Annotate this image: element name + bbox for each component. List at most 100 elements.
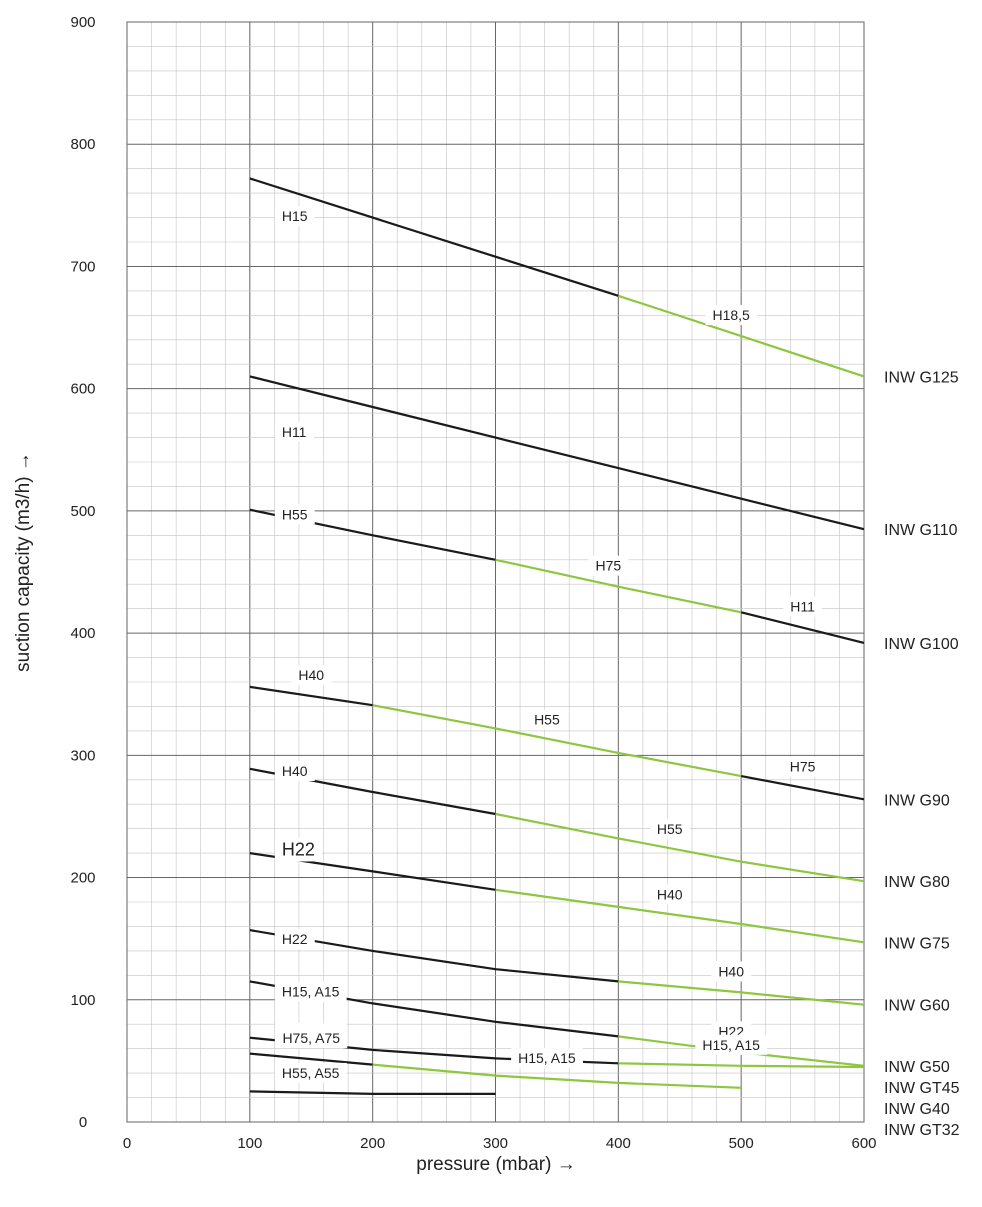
curve-label-text: H15, A15 <box>518 1050 576 1066</box>
series-name-inw-g60: INW G60 <box>884 998 950 1015</box>
y-tick-label: 500 <box>70 503 95 520</box>
curve-label-text: H11 <box>282 424 307 440</box>
curve-label-background <box>649 819 690 840</box>
curve-label-h11: H11 <box>274 421 314 442</box>
y-tick-label: 400 <box>70 625 95 642</box>
curve-label-h15: H15 <box>274 206 315 227</box>
curve-label-background <box>705 305 758 326</box>
curve-label-background <box>588 555 629 576</box>
curve-inw-g125-h18-5 <box>617 294 865 378</box>
curve-label-text: H40 <box>657 886 683 902</box>
curve-label-h75-a75: H75, A75 <box>275 1028 348 1049</box>
curve-label-text: H55 <box>534 712 560 728</box>
curve-label-text: H11 <box>790 599 815 615</box>
curve-label-h22: H22 <box>274 837 322 862</box>
series-name-inw-g40: INW G40 <box>884 1101 950 1118</box>
x-tick-label: 100 <box>237 1135 262 1152</box>
y-tick-label: 0 <box>79 1114 87 1131</box>
curve-label-h55-a55: H55, A55 <box>274 1062 347 1083</box>
x-axis-ticks: 0 100 200 300 400 500 600 <box>123 1135 877 1152</box>
curve-label-h15-a15: H15, A15 <box>695 1034 768 1055</box>
curve-label-h75: H75 <box>588 555 629 576</box>
curve-label-text: H15, A15 <box>282 984 340 1000</box>
y-tick-label: 900 <box>70 14 95 31</box>
curve-label-text: H40 <box>718 963 744 979</box>
curve-inw-g40-h15-a15 <box>372 1063 742 1089</box>
series-name-inw-g50: INW G50 <box>884 1059 950 1076</box>
curve-label-background <box>274 504 315 525</box>
curve-label-text: H75 <box>595 558 621 574</box>
series-name-inw-gt32: INW GT32 <box>884 1122 960 1139</box>
series-name-inw-g90: INW G90 <box>884 792 950 809</box>
curve-label-h11: H11 <box>783 596 823 617</box>
curve-label-text: H18,5 <box>712 307 750 323</box>
y-axis-title: suction capacity (m3/h) → <box>13 452 34 672</box>
curve-inw-gt45-h15-a15 <box>618 1062 865 1069</box>
curve-label-background <box>527 709 567 730</box>
curve-label-background <box>649 884 690 905</box>
curve-label-h40: H40 <box>291 665 332 686</box>
curve-label-h22: H22 <box>274 929 315 950</box>
chart-curves <box>249 177 865 1095</box>
curve-inw-g125-h15 <box>249 177 619 297</box>
x-axis-title: pressure (mbar) → <box>416 1154 575 1175</box>
y-tick-label: 300 <box>70 747 95 764</box>
chart-grid <box>126 21 865 1123</box>
curve-inw-g60-h40 <box>618 980 865 1006</box>
curve-label-text: H15, A15 <box>702 1037 760 1053</box>
curve-label-h40: H40 <box>274 761 315 781</box>
curve-label-text: H22 <box>282 839 315 859</box>
x-tick-label: 300 <box>483 1135 508 1152</box>
curve-label-background <box>274 1062 347 1083</box>
curve-label-background <box>274 981 347 1002</box>
x-tick-label: 400 <box>606 1135 631 1152</box>
curve-label-h40: H40 <box>649 884 690 905</box>
curve-labels: H15 H18,5 H11 H55 H75 H11 H40 H55 H75 H40 H55 H22 H4… <box>274 206 823 1083</box>
curve-label-text: H55, A55 <box>282 1065 340 1081</box>
curve-label-background <box>783 596 823 617</box>
x-tick-label: 600 <box>851 1135 876 1152</box>
curve-label-text: H55 <box>282 506 308 522</box>
curve-label-h55: H55 <box>274 504 315 525</box>
curve-label-background <box>711 961 752 982</box>
y-tick-label: 800 <box>70 136 95 153</box>
curve-label-h18-5: H18,5 <box>705 305 758 326</box>
y-tick-label: 700 <box>70 258 95 275</box>
series-name-inw-g125: INW G125 <box>884 369 959 386</box>
curve-label-background <box>275 1028 348 1049</box>
curve-label-h40: H40 <box>711 961 752 982</box>
series-name-inw-g110: INW G110 <box>884 522 958 539</box>
curve-label-background <box>695 1034 768 1055</box>
curve-label-text: H40 <box>282 763 308 779</box>
plot-frame <box>126 21 865 1123</box>
curve-inw-gt32-h55-a55 <box>249 1090 496 1095</box>
series-name-inw-g100: INW G100 <box>884 636 959 653</box>
curve-label-text: H55 <box>657 821 683 837</box>
curve-inw-g75-h40 <box>495 888 865 944</box>
curve-label-background <box>511 1048 583 1069</box>
curve-label-background <box>274 206 315 227</box>
curve-label-background <box>291 665 332 686</box>
curve-inw-g90-h75 <box>740 775 865 801</box>
curve-label-text: H75, A75 <box>282 1030 340 1046</box>
curve-inw-g100-h75 <box>495 558 742 614</box>
y-tick-label: 100 <box>70 992 95 1009</box>
x-tick-label: 500 <box>729 1135 754 1152</box>
curve-label-h55: H55 <box>527 709 567 730</box>
x-tick-label: 0 <box>123 1135 131 1152</box>
y-axis-ticks: 0 100 200 300 400 500 600 700 800 900 <box>70 14 95 1131</box>
curve-inw-g40-h75-a75 <box>249 1052 373 1066</box>
series-name-inw-g80: INW G80 <box>884 874 950 891</box>
curve-label-text: H15 <box>282 208 308 224</box>
curve-label-background <box>274 421 314 442</box>
curve-label-background <box>274 929 315 950</box>
curve-inw-g110-h11 <box>249 375 865 531</box>
curve-label-h15-a15: H15, A15 <box>274 981 347 1002</box>
y-tick-label: 600 <box>70 381 95 398</box>
curve-label-text: H40 <box>298 667 324 683</box>
curve-label-h75: H75 <box>782 756 823 777</box>
curve-inw-g80-h55 <box>495 812 865 883</box>
curve-label-text: H75 <box>790 759 816 775</box>
series-name-inw-gt45: INW GT45 <box>884 1080 960 1097</box>
